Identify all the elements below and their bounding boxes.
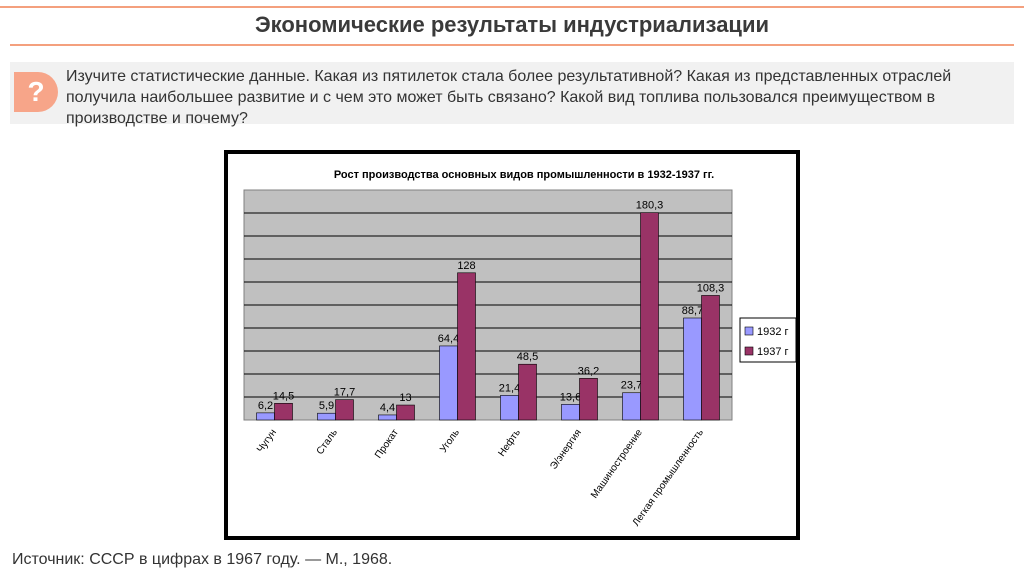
bar-series2 [579, 378, 598, 421]
bar-series1 [378, 414, 397, 421]
bar-series1 [561, 404, 580, 421]
data-label: 108,3 [697, 282, 725, 294]
data-label: 21,4 [499, 382, 520, 394]
bar-series2 [335, 399, 354, 421]
bar-series2 [457, 272, 476, 421]
category-label: Машиностроение [589, 427, 645, 501]
data-label: 36,2 [578, 365, 599, 377]
bar-series1 [317, 412, 336, 421]
bar-chart: Рост производства основных видов промышл… [243, 169, 796, 528]
bar-series1 [256, 412, 275, 421]
data-label: 88,7 [682, 305, 703, 317]
question-text: Изучите статистические данные. Какая из … [66, 68, 952, 127]
question-panel [10, 62, 1014, 124]
category-label: Э/энергия [548, 427, 584, 471]
legend-box [739, 317, 796, 363]
bar-series2 [396, 404, 415, 421]
category-label: Прокат [373, 427, 401, 461]
bar-series2 [701, 295, 720, 421]
bar-series2 [274, 403, 293, 421]
chart-frame: Рост производства основных видов промышл… [224, 150, 800, 540]
legend-swatch [744, 326, 754, 336]
data-label: 5,9 [319, 400, 334, 412]
bar-series2 [640, 212, 659, 421]
top-accent-line [0, 6, 1024, 8]
data-label: 128 [457, 260, 475, 272]
category-label: Сталь [315, 427, 340, 456]
legend-entry: 1937 г [757, 346, 789, 358]
category-label: Легкая промышленность [631, 427, 706, 528]
data-label: 6,2 [258, 400, 273, 412]
data-label: 13 [399, 392, 411, 404]
category-label: Уголь [438, 427, 462, 454]
bar-series2 [518, 363, 537, 421]
data-label: 4,4 [380, 402, 395, 414]
legend-entry: 1932 г [757, 326, 789, 338]
bar-series1 [683, 317, 702, 421]
data-label: 17,7 [334, 387, 355, 399]
data-label: 180,3 [636, 200, 664, 212]
bar-series1 [622, 392, 641, 421]
data-label: 48,5 [517, 351, 538, 363]
source-note: Источник: СССР в цифрах в 1967 году. — М… [12, 551, 393, 568]
legend-swatch [744, 346, 754, 356]
data-label: 14,5 [273, 390, 294, 402]
title-underline [10, 44, 1014, 46]
category-label: Нефть [496, 427, 523, 459]
data-label: 23,7 [621, 380, 642, 392]
bar-series1 [439, 345, 458, 421]
data-label: 64,4 [438, 333, 459, 345]
bar-series1 [500, 395, 519, 421]
data-label: 13,6 [560, 391, 581, 403]
chart-title: Рост производства основных видов промышл… [334, 169, 714, 181]
page-title: Экономические результаты индустриализаци… [254, 12, 770, 37]
question-mark-icon: ? [14, 72, 58, 112]
category-label: Чугун [255, 427, 279, 454]
